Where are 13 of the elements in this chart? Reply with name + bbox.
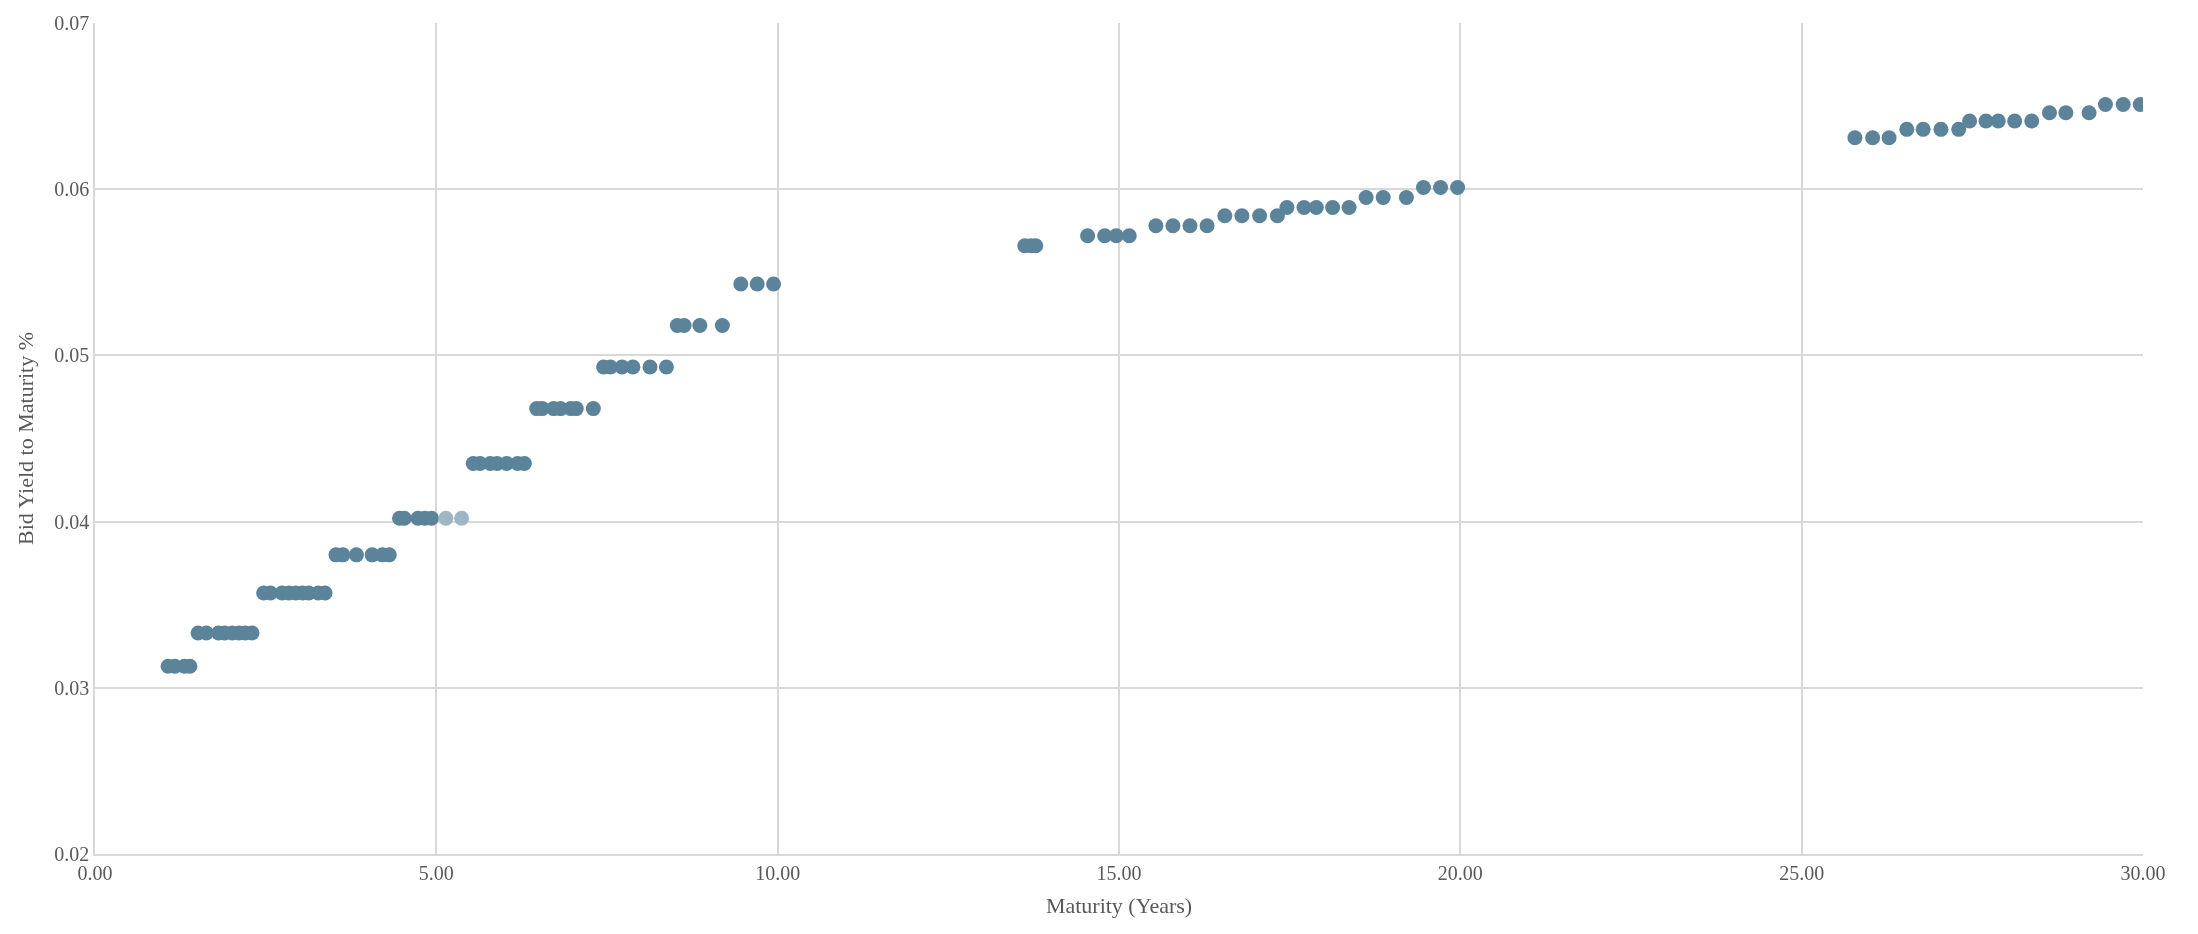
x-tick-label: 15.00 — [1096, 861, 1142, 884]
x-tick-label: 5.00 — [418, 861, 454, 884]
y-tick-label: 0.07 — [54, 12, 90, 34]
x-axis-title: Maturity (Years) — [1045, 893, 1193, 919]
x-tick-label: 25.00 — [1779, 861, 1825, 884]
y-axis-title: Bid Yield to Maturity % — [12, 331, 38, 546]
y-tick-label: 0.05 — [54, 344, 90, 367]
y-tick-label: 0.03 — [54, 676, 90, 699]
x-tick-label: 30.00 — [2120, 861, 2166, 884]
y-tick-label: 0.04 — [54, 510, 90, 533]
x-tick-label: 10.00 — [755, 861, 801, 884]
y-tick-label: 0.06 — [54, 178, 90, 201]
x-tick-label: 20.00 — [1437, 861, 1483, 884]
